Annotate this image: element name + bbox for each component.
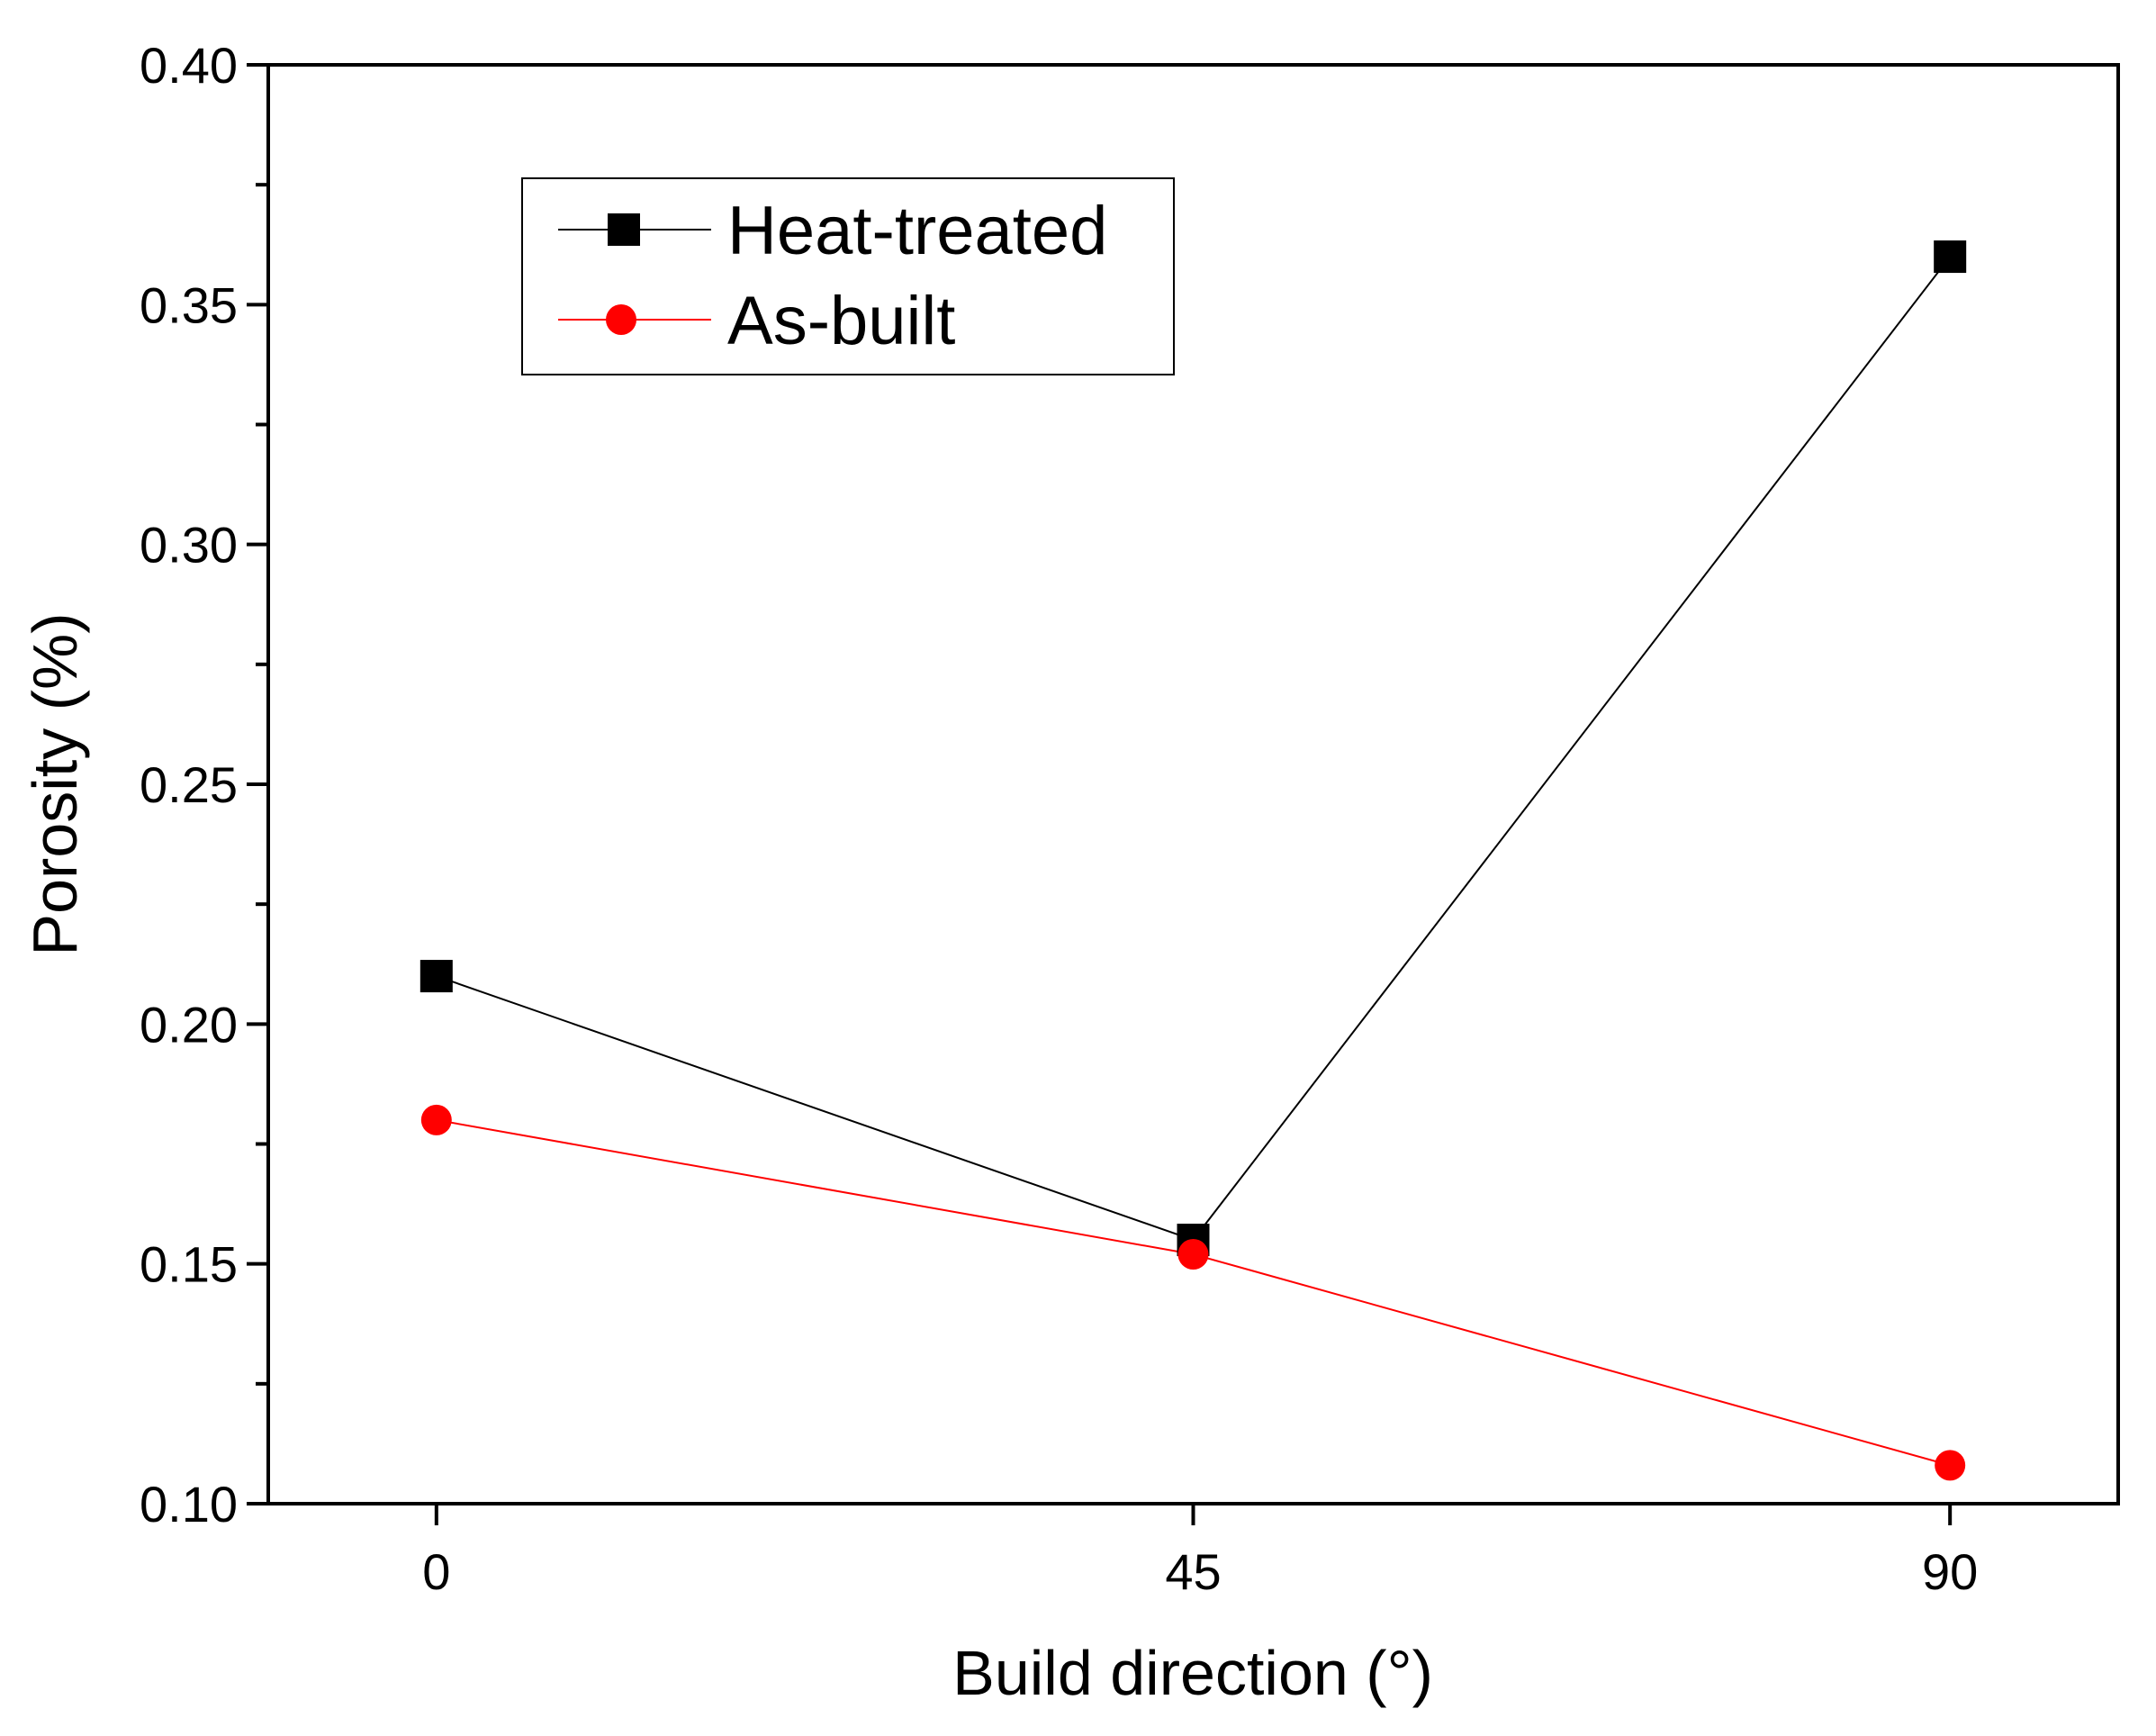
x-axis-title: Build direction (°) xyxy=(952,1638,1433,1708)
y-tick-label: 0.20 xyxy=(140,996,238,1053)
x-tick-label: 0 xyxy=(422,1543,450,1600)
legend: Heat-treated As-built xyxy=(521,177,1175,375)
legend-box xyxy=(521,177,1175,375)
y-tick-label: 0.35 xyxy=(140,276,238,333)
data-point-as-built xyxy=(1935,1450,1966,1481)
series-line-0 xyxy=(436,256,1951,1242)
legend-marker-heat-treated xyxy=(608,213,640,246)
y-tick-label: 0.15 xyxy=(140,1236,238,1293)
data-point-heat-treated xyxy=(419,960,453,993)
series-line-1 xyxy=(436,1118,1951,1467)
y-axis: 0.10 0.15 0.20 0.25 0.30 0.35 0.40 xyxy=(140,37,268,1533)
data-point-as-built xyxy=(420,1104,452,1135)
x-tick-label: 45 xyxy=(1165,1543,1221,1600)
series-layer xyxy=(419,240,1967,1481)
y-tick-label: 0.25 xyxy=(140,756,238,813)
y-axis-title: Porosity (%) xyxy=(20,612,90,955)
legend-label-heat-treated: Heat-treated xyxy=(727,193,1107,269)
legend-label-as-built: As-built xyxy=(727,283,955,359)
y-tick-label: 0.10 xyxy=(140,1476,238,1533)
x-axis: 0 45 90 xyxy=(422,1504,1978,1600)
y-tick-label: 0.40 xyxy=(140,37,238,94)
y-tick-label: 0.30 xyxy=(140,517,238,574)
data-point-heat-treated xyxy=(1934,240,1967,274)
data-point-as-built xyxy=(1177,1239,1209,1270)
legend-marker-as-built xyxy=(606,304,636,335)
x-tick-label: 90 xyxy=(1922,1543,1978,1600)
